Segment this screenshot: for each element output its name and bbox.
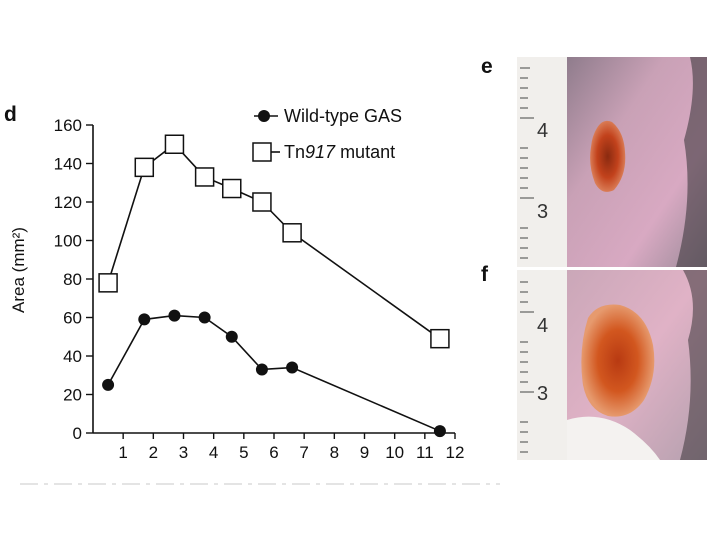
series-line [107, 314, 441, 432]
data-point [255, 363, 268, 376]
ruler-e-number-4: 4 [537, 120, 548, 142]
series-wild-type [102, 309, 446, 438]
panel-letter-d: d [4, 103, 17, 126]
ruler-f-ticks [520, 281, 534, 453]
y-tick-label: 60 [63, 309, 82, 328]
data-point [138, 313, 151, 326]
ruler-f-number-3: 3 [537, 383, 548, 405]
legend-label: Tn917 mutant [284, 142, 395, 162]
data-point [198, 311, 211, 324]
lesion-f [581, 304, 655, 417]
data-point [222, 178, 242, 199]
data-point [282, 223, 302, 243]
lesion-e [590, 120, 626, 192]
panel-e: e 4 3 [481, 55, 707, 267]
series-mutant [98, 134, 450, 349]
panel-letter-f: f [481, 263, 489, 286]
x-tick-label: 11 [416, 443, 434, 462]
legend-marker [258, 110, 270, 122]
data-point [286, 361, 299, 374]
legend-item-mutant: Tn917 mutant [252, 142, 395, 162]
ruler-e-number-3: 3 [537, 201, 548, 223]
x-tick-label: 3 [179, 443, 188, 462]
x-tick-label: 12 [446, 443, 465, 462]
x-tick-label: 6 [269, 443, 278, 462]
ruler-e-ticks [520, 67, 534, 259]
data-point [433, 425, 446, 438]
y-tick-label: 80 [63, 270, 82, 289]
x-tick-label: 9 [360, 443, 369, 462]
y-tick-label: 20 [63, 386, 82, 405]
y-tick-label: 100 [54, 232, 82, 251]
data-point [194, 167, 215, 187]
x-tick-label: 8 [330, 443, 339, 462]
y-tick-label: 120 [54, 193, 82, 212]
panel-f: f 4 3 [481, 263, 707, 460]
data-point [164, 134, 185, 154]
data-point [98, 273, 118, 293]
ruler-e [517, 57, 568, 267]
legend-label: Wild-type GAS [284, 106, 402, 126]
data-point [430, 328, 450, 349]
data-point [168, 309, 181, 322]
x-tick-label: 5 [239, 443, 248, 462]
legend-item-wild-type: Wild-type GAS [254, 106, 402, 126]
data-point [252, 192, 272, 212]
y-axis-label: Area (mm²) [9, 227, 28, 313]
legend-marker [252, 142, 272, 162]
series-line [107, 143, 441, 340]
photo-f: 4 3 [517, 270, 707, 460]
y-tick-label: 160 [54, 116, 82, 135]
white-fur-f [567, 416, 660, 460]
panel-letter-e: e [481, 55, 493, 78]
x-tick-label: 1 [118, 443, 127, 462]
fur-e [676, 57, 707, 267]
data-point [102, 378, 115, 391]
chart-series-layer [98, 134, 450, 438]
x-tick-label: 10 [385, 443, 404, 462]
ruler-f-number-4: 4 [537, 315, 548, 337]
fur-f [680, 270, 707, 460]
data-point [134, 157, 155, 178]
x-tick-label: 7 [299, 443, 308, 462]
data-point [225, 330, 238, 343]
x-tick-label: 2 [149, 443, 158, 462]
photo-e: 4 3 [517, 57, 707, 267]
y-tick-label: 140 [54, 155, 82, 174]
x-tick-label: 4 [209, 443, 218, 462]
y-tick-label: 0 [73, 424, 82, 443]
chart-legend: Wild-type GAS Tn917 mutant [252, 106, 402, 162]
y-tick-label: 40 [63, 347, 82, 366]
